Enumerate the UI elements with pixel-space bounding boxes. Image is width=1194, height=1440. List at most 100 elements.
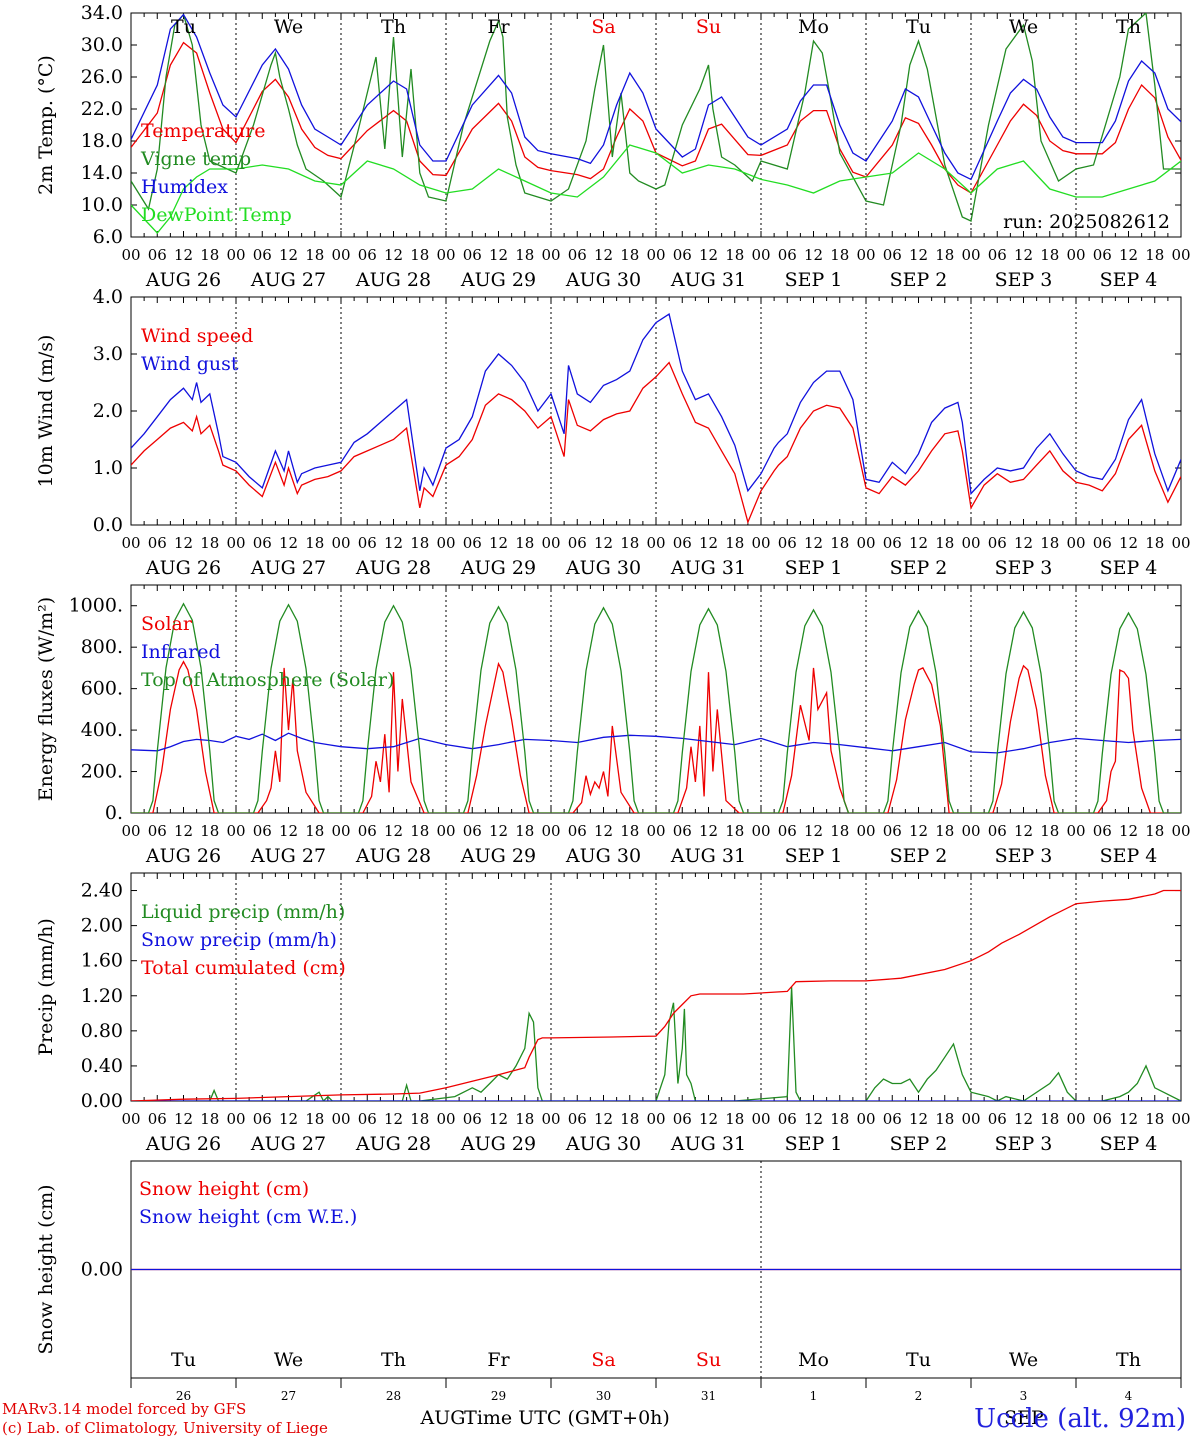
series-line — [131, 361, 1181, 525]
day-number-label: 1 — [810, 1389, 818, 1403]
hour-tick-label: 00 — [436, 822, 455, 840]
day-number-label: 3 — [1020, 1389, 1028, 1403]
day-name-label: Mo — [798, 1349, 829, 1371]
series-line — [131, 660, 1181, 813]
y-tick-label: 400. — [81, 719, 123, 741]
credit-line: (c) Lab. of Climatology, University of L… — [2, 1419, 328, 1437]
legend-entry: Wind speed — [141, 325, 253, 347]
date-label: SEP 4 — [1100, 557, 1158, 579]
hour-tick-label: 00 — [1171, 822, 1190, 840]
date-label: AUG 30 — [565, 269, 641, 291]
y-tick-label: 34.0 — [81, 2, 123, 24]
hour-tick-label: 18 — [935, 822, 954, 840]
date-label: SEP 2 — [890, 557, 948, 579]
hour-tick-label: 06 — [463, 822, 482, 840]
y-tick-label: 1000. — [69, 595, 123, 617]
series-line — [131, 602, 1181, 813]
hour-tick-label: 00 — [226, 246, 245, 264]
hour-tick-label: 18 — [200, 822, 219, 840]
date-label: SEP 1 — [785, 1133, 843, 1155]
hour-tick-label: 06 — [568, 246, 587, 264]
y-tick-label: 0.80 — [81, 1020, 123, 1042]
date-label: SEP 4 — [1100, 845, 1158, 867]
date-label: AUG 28 — [355, 269, 431, 291]
date-label: AUG 31 — [670, 557, 746, 579]
hour-tick-label: 12 — [909, 1110, 928, 1128]
date-label: AUG 26 — [145, 845, 221, 867]
date-label: AUG 30 — [565, 1133, 641, 1155]
hour-tick-label: 06 — [148, 822, 167, 840]
hour-tick-label: 00 — [541, 1110, 560, 1128]
date-label: AUG 31 — [670, 269, 746, 291]
hour-tick-label: 18 — [1145, 246, 1164, 264]
hour-tick-label: 00 — [856, 822, 875, 840]
date-label: AUG 29 — [460, 269, 536, 291]
hour-tick-label: 06 — [673, 534, 692, 552]
date-label: AUG 31 — [670, 845, 746, 867]
hour-tick-label: 18 — [305, 534, 324, 552]
hour-tick-label: 06 — [778, 534, 797, 552]
hour-tick-label: 18 — [1040, 246, 1059, 264]
hour-tick-label: 00 — [961, 246, 980, 264]
hour-tick-label: 00 — [646, 534, 665, 552]
date-label: SEP 3 — [995, 845, 1053, 867]
hour-tick-label: 00 — [121, 534, 140, 552]
date-label: AUG 29 — [460, 1133, 536, 1155]
y-tick-label: 1.20 — [81, 985, 123, 1007]
y-tick-label: 3.0 — [93, 343, 123, 365]
day-name-label: Tu — [171, 16, 196, 38]
hour-tick-label: 18 — [935, 534, 954, 552]
date-label: SEP 1 — [785, 557, 843, 579]
hour-tick-label: 12 — [174, 1110, 193, 1128]
hour-tick-label: 18 — [515, 1110, 534, 1128]
hour-tick-label: 18 — [410, 1110, 429, 1128]
day-name-label: We — [274, 1349, 303, 1371]
hour-tick-label: 06 — [673, 822, 692, 840]
hour-tick-label: 00 — [1171, 534, 1190, 552]
hour-tick-label: 12 — [1014, 534, 1033, 552]
hour-tick-label: 00 — [226, 534, 245, 552]
date-label: AUG 27 — [250, 557, 326, 579]
y-tick-label: 2.40 — [81, 880, 123, 902]
hour-tick-label: 12 — [489, 534, 508, 552]
hour-tick-label: 12 — [699, 246, 718, 264]
series-line — [131, 986, 1181, 1101]
hour-tick-label: 12 — [804, 1110, 823, 1128]
y-tick-label: 800. — [81, 636, 123, 658]
date-label: AUG 27 — [250, 269, 326, 291]
y-axis-label: 2m Temp. (°C) — [35, 55, 57, 195]
hour-tick-label: 18 — [620, 246, 639, 264]
hour-tick-label: 12 — [594, 822, 613, 840]
hour-tick-label: 18 — [410, 534, 429, 552]
hour-tick-label: 18 — [725, 822, 744, 840]
hour-tick-label: 00 — [541, 534, 560, 552]
hour-tick-label: 12 — [594, 534, 613, 552]
hour-tick-label: 12 — [174, 822, 193, 840]
day-number-label: 26 — [176, 1389, 191, 1403]
hour-tick-label: 06 — [463, 246, 482, 264]
hour-tick-label: 00 — [961, 1110, 980, 1128]
hour-tick-label: 12 — [1119, 1110, 1138, 1128]
hour-tick-label: 00 — [961, 534, 980, 552]
hour-tick-label: 12 — [909, 822, 928, 840]
hour-tick-label: 06 — [673, 246, 692, 264]
hour-tick-label: 12 — [279, 822, 298, 840]
day-name-label: Sa — [591, 1349, 615, 1371]
hour-tick-label: 18 — [305, 1110, 324, 1128]
legend-entry: Snow height (cm) — [139, 1178, 309, 1200]
hour-tick-label: 00 — [541, 822, 560, 840]
hour-tick-label: 00 — [121, 246, 140, 264]
hour-tick-label: 18 — [1040, 1110, 1059, 1128]
hour-tick-label: 00 — [1066, 822, 1085, 840]
legend-entry: Vigne temp — [140, 148, 251, 170]
day-name-label: Fr — [487, 16, 510, 38]
hour-tick-label: 12 — [1014, 822, 1033, 840]
hour-tick-label: 00 — [1171, 1110, 1190, 1128]
station-name: Uccle (alt. 92m) — [974, 1404, 1186, 1434]
hour-tick-label: 12 — [279, 246, 298, 264]
hour-tick-label: 18 — [305, 246, 324, 264]
hour-tick-label: 06 — [358, 1110, 377, 1128]
model-line: MARv3.14 model forced by GFS — [2, 1400, 247, 1418]
hour-tick-label: 00 — [121, 1110, 140, 1128]
series-line — [131, 13, 1181, 222]
